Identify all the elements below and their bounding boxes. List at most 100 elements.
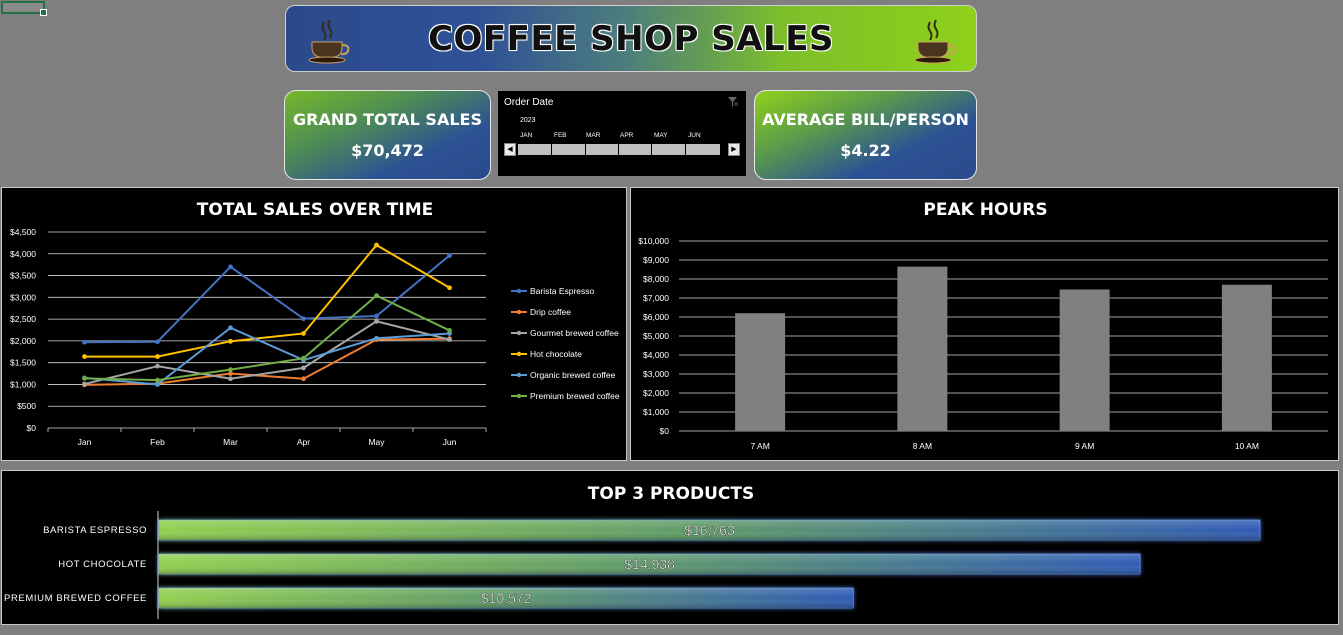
peak-hours-panel: PEAK HOURS $0 $1,000 $2,000 $3,000 $4,000 $5,… [630,187,1339,461]
category-label: PREMIUM BREWED COFFEE [4,593,147,604]
timeline-month-jun[interactable]: JUN [688,132,701,139]
timeline-month-may[interactable]: MAY [654,132,668,139]
y-tick-label: $1,500 [10,358,36,368]
y-tick-label: $4,500 [10,227,36,237]
data-point [228,338,233,344]
x-tick-label: Jan [78,437,92,447]
data-point [228,371,233,376]
legend-marker [516,288,522,294]
average-bill-value: $4.22 [840,141,891,160]
data-label: $10,572 [481,590,532,606]
data-point [301,376,306,382]
sales-over-time-chart: $0 $500 $1,000 $1,500 $2,000 $2,500 $3,000 $3,5… [10,227,620,447]
data-point [228,325,233,331]
selected-cell[interactable] [1,1,47,16]
data-point [301,355,306,361]
data-point [374,242,379,248]
x-tick-label: 7 AM [750,441,769,451]
timeline-scroll-right-icon[interactable]: ▶ [728,143,740,156]
y-tick-label: $0 [27,423,37,433]
data-point [228,376,233,382]
data-point [155,377,160,383]
data-point [374,335,379,341]
data-label: $14,938 [624,556,675,572]
top-products-panel: TOP 3 PRODUCTS BARISTA ESPRESSO $16,763 HO… [1,470,1339,625]
y-tick-label: $2,500 [10,314,36,324]
peak-hours-chart: $0 $1,000 $2,000 $3,000 $4,000 $5,000 $6,000 $7… [638,236,1328,451]
y-tick-label: $4,000 [10,249,36,259]
timeline-year: 2023 [520,117,536,124]
sales-over-time-panel: TOTAL SALES OVER TIME $0 $500 $1,000 $1,500… [1,187,627,461]
legend-marker [516,309,522,315]
timeline-month-mar[interactable]: MAR [586,132,601,139]
coffee-cup-icon [308,19,350,64]
series-line [84,294,450,382]
data-point [155,382,160,387]
y-tick-label: $1,000 [10,379,36,389]
category-label: BARISTA ESPRESSO [43,525,147,536]
x-tick-label: 9 AM [1075,441,1094,451]
peak-hours-title: PEAK HOURS [923,200,1048,220]
data-point [82,375,87,381]
bar-shading [159,588,854,608]
data-point [447,253,452,258]
data-label: $16,763 [684,522,735,538]
y-tick-label: $3,500 [10,271,36,281]
y-tick-label: $6,000 [643,312,669,322]
top-products-chart: BARISTA ESPRESSO $16,763 HOT CHOCOLATE $14,… [4,511,1261,619]
legend-label: Gourmet brewed coffee [530,328,619,338]
dashboard-title: COFFEE SHOP SALES [428,18,834,59]
x-tick-label: Apr [297,437,310,447]
bar-shading [159,554,1141,574]
data-point [155,363,160,369]
data-point [155,354,160,359]
y-tick-label: $4,000 [643,350,669,360]
bar-shading [159,520,1260,540]
grand-total-label: GRAND TOTAL SALES [293,110,482,129]
timeline-month-apr[interactable]: APR [620,132,634,139]
timeline-track[interactable] [517,144,721,155]
timeline-scroll-left-icon[interactable]: ◀ [504,143,516,156]
y-tick-label: $2,000 [10,336,36,346]
data-point [228,264,233,270]
timeline-month-feb[interactable]: FEB [554,132,567,139]
y-tick-label: $9,000 [643,255,669,265]
y-tick-label: $0 [660,426,670,436]
y-tick-label: $5,000 [643,331,669,341]
data-point [82,381,87,387]
data-point [155,339,160,345]
x-tick-label: 10 AM [1235,441,1259,451]
legend-label: Drip coffee [530,307,571,317]
title-banner: COFFEE SHOP SALES [285,5,977,72]
coffee-cup-icon [914,19,956,64]
data-point [374,293,379,298]
legend-marker [516,351,522,357]
data-point [82,354,87,359]
x-tick-label: Feb [150,437,165,447]
bar [735,313,786,431]
order-date-timeline[interactable]: Order Date 2023 JAN FEB MAR APR MAY JUN … [498,91,746,176]
data-point [228,367,233,373]
grand-total-card: GRAND TOTAL SALES $70,472 [284,90,491,180]
x-tick-label: 8 AM [913,441,932,451]
legend-label: Barista Espresso [530,286,595,296]
grand-total-value: $70,472 [351,141,424,160]
bar [1221,284,1272,431]
x-tick-label: May [368,437,385,447]
timeline-title: Order Date [504,97,554,108]
data-point [301,331,306,336]
legend-marker [516,330,522,336]
data-point [447,337,452,342]
data-point [82,339,87,345]
data-point [447,285,452,291]
data-point [447,328,452,333]
average-bill-card: AVERAGE BILL/PERSON $4.22 [754,90,977,180]
clear-filter-icon[interactable] [727,96,739,108]
timeline-month-jan[interactable]: JAN [520,132,533,139]
series-line [84,243,451,358]
data-point [374,313,379,319]
average-bill-label: AVERAGE BILL/PERSON [762,110,969,129]
x-tick-label: Mar [223,437,238,447]
legend-marker [516,372,522,378]
legend-label: Organic brewed coffee [530,370,616,380]
